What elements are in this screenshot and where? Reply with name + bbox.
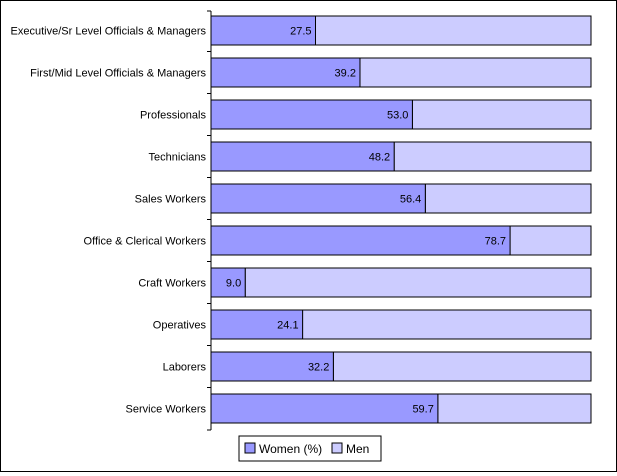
bar-men-professionals <box>411 99 592 130</box>
category-labels: Executive/Sr Level Officials & Managers F… <box>11 26 207 416</box>
data-label-operatives: 24.1 <box>277 320 298 332</box>
bar-women-office-clerical-workers <box>210 225 511 256</box>
bar-women-operatives <box>210 309 304 340</box>
legend-label-women: Women (%) <box>259 442 322 456</box>
bar-women-service-workers <box>210 393 439 424</box>
data-label-sales-workers: 56.4 <box>400 194 421 206</box>
bar-men-first-mid-level-officials-managers <box>359 57 592 88</box>
data-label-executive-sr-level-officials-managers: 27.5 <box>290 26 311 38</box>
axis-ticks <box>207 10 211 431</box>
bar-women-executive-sr-level-officials-managers <box>210 15 316 46</box>
category-label-sales-workers: Sales Workers <box>135 194 207 206</box>
data-label-service-workers: 59.7 <box>412 404 433 416</box>
category-label-executive-sr-level-officials-managers: Executive/Sr Level Officials & Managers <box>11 26 207 38</box>
bar-women-laborers <box>210 351 334 382</box>
category-label-professionals: Professionals <box>140 110 207 122</box>
bar-men-office-clerical-workers <box>509 225 592 256</box>
data-label-craft-workers: 9.0 <box>226 278 241 290</box>
bar-men-craft-workers <box>244 267 592 298</box>
bar-men-technicians <box>393 141 592 172</box>
data-label-office-clerical-workers: 78.7 <box>485 236 506 248</box>
data-label-first-mid-level-officials-managers: 39.2 <box>335 68 356 80</box>
data-label-technicians: 48.2 <box>369 152 390 164</box>
legend: Women (%) Men <box>238 435 382 462</box>
bar-men-service-workers <box>437 393 592 424</box>
data-labels: 27.5 39.2 53.0 48.2 56.4 78.7 9.0 24.1 32.2 59.7 <box>226 26 506 416</box>
category-label-first-mid-level-officials-managers: First/Mid Level Officials & Managers <box>30 68 206 80</box>
data-label-laborers: 32.2 <box>308 362 329 374</box>
category-label-laborers: Laborers <box>163 362 207 374</box>
legend-label-men: Men <box>346 442 369 456</box>
category-label-operatives: Operatives <box>153 320 207 332</box>
bars-group <box>210 15 592 424</box>
bar-women-professionals <box>210 99 413 130</box>
category-label-technicians: Technicians <box>149 152 207 164</box>
bar-women-technicians <box>210 141 395 172</box>
data-label-professionals: 53.0 <box>387 110 408 122</box>
legend-swatch-men <box>331 442 343 454</box>
bar-men-executive-sr-level-officials-managers <box>315 15 592 46</box>
bar-men-laborers <box>332 351 592 382</box>
bar-men-sales-workers <box>424 183 592 214</box>
legend-box <box>238 435 382 462</box>
category-label-craft-workers: Craft Workers <box>138 278 206 290</box>
bar-men-operatives <box>302 309 592 340</box>
category-label-office-clerical-workers: Office & Clerical Workers <box>84 236 207 248</box>
bar-women-sales-workers <box>210 183 426 214</box>
legend-swatch-women <box>244 442 256 454</box>
bar-women-craft-workers <box>210 267 246 298</box>
bar-women-first-mid-level-officials-managers <box>210 57 361 88</box>
category-label-service-workers: Service Workers <box>126 404 207 416</box>
